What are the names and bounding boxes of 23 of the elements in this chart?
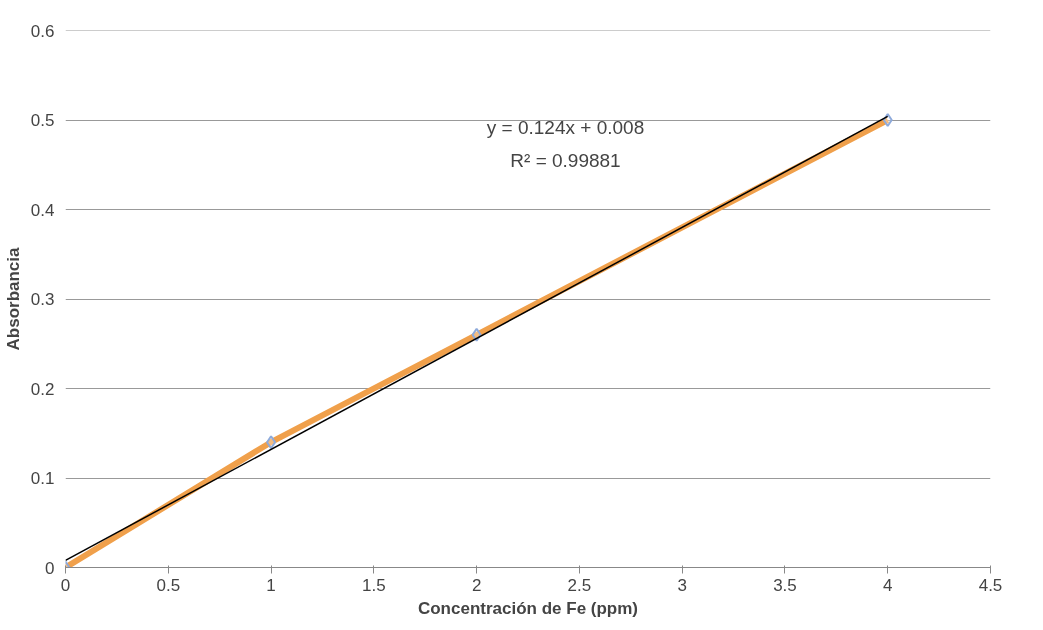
x-tick-label: 0 [60, 575, 71, 595]
point [882, 113, 893, 127]
y-tick-label: 0.4 [30, 200, 55, 220]
y-tick-label: 0 [45, 558, 55, 578]
annotation: y = 0.124x + 0.008 [486, 116, 645, 138]
x-axis-title: Concentración de Fe (ppm) [417, 598, 639, 618]
x-tick-label: 0.5 [156, 575, 181, 595]
y-tick-label: 0.3 [30, 290, 55, 309]
x-tick-label: 1.5 [362, 575, 386, 595]
annotation: R² = 0.99881 [510, 149, 621, 171]
x-tick-label: 3 [677, 575, 687, 595]
x-tick-label: 3.5 [773, 575, 797, 595]
x-tick-label: 4 [882, 575, 893, 595]
x-tick-label: 4.5 [978, 575, 1003, 595]
y-axis-title: Absorbancia [3, 246, 23, 351]
y-tick-label: 0.1 [30, 469, 55, 488]
point [266, 435, 277, 450]
y-tick-label: 0.6 [30, 21, 55, 41]
x-tick-label: 1 [266, 575, 276, 595]
y-tick-label: 0.5 [30, 111, 55, 130]
x-tick-label: 2 [471, 575, 482, 595]
y-tick-label: 0.2 [30, 379, 55, 399]
x-tick-label: 2.5 [567, 575, 592, 595]
